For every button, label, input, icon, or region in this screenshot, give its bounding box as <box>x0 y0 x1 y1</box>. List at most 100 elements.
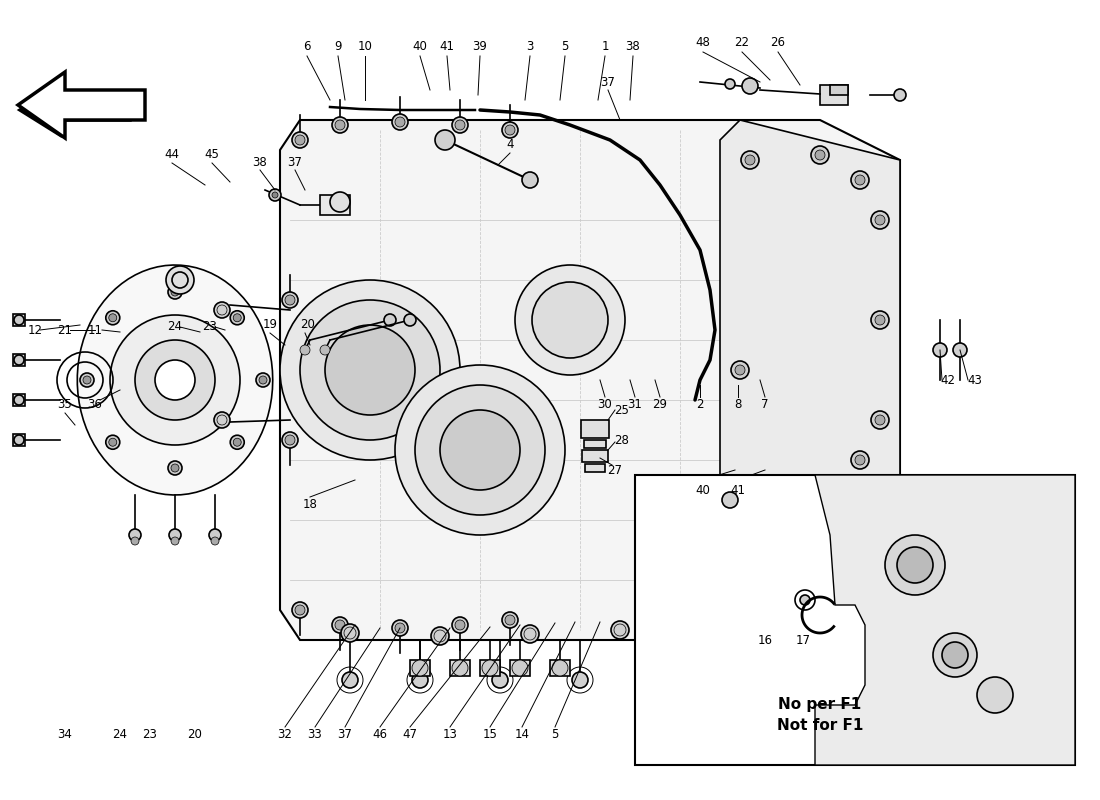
Circle shape <box>572 672 588 688</box>
Text: 24: 24 <box>167 321 183 334</box>
Bar <box>820 85 848 105</box>
Text: 44: 44 <box>165 149 179 162</box>
Text: 9: 9 <box>334 41 342 54</box>
Circle shape <box>977 677 1013 713</box>
Bar <box>581 420 609 438</box>
Circle shape <box>815 150 825 160</box>
Circle shape <box>512 660 528 676</box>
Text: 17: 17 <box>795 634 811 646</box>
Text: 6: 6 <box>304 41 310 54</box>
Circle shape <box>211 537 219 545</box>
Circle shape <box>324 325 415 415</box>
Text: 13: 13 <box>442 729 458 742</box>
Text: 32: 32 <box>277 729 293 742</box>
Text: 5: 5 <box>551 729 559 742</box>
Text: No per F1: No per F1 <box>779 698 861 713</box>
Circle shape <box>502 122 518 138</box>
Text: 5: 5 <box>561 41 569 54</box>
Text: 26: 26 <box>770 37 785 50</box>
Circle shape <box>106 310 120 325</box>
Circle shape <box>855 455 865 465</box>
Text: 2: 2 <box>696 398 704 411</box>
Circle shape <box>170 288 179 296</box>
Circle shape <box>741 491 759 509</box>
Bar <box>635 475 1075 765</box>
Polygon shape <box>20 85 130 135</box>
Text: 25: 25 <box>615 403 629 417</box>
Text: 30: 30 <box>597 398 613 411</box>
Text: 3: 3 <box>526 41 534 54</box>
Polygon shape <box>77 265 273 495</box>
Circle shape <box>552 660 568 676</box>
Circle shape <box>431 627 449 645</box>
Text: 12: 12 <box>28 323 43 337</box>
Text: 39: 39 <box>473 41 487 54</box>
Text: 43: 43 <box>968 374 982 386</box>
Circle shape <box>505 125 515 135</box>
Text: 40: 40 <box>412 41 428 54</box>
Circle shape <box>135 340 214 420</box>
Bar <box>582 450 608 462</box>
Text: 40: 40 <box>695 483 711 497</box>
Circle shape <box>300 300 440 440</box>
Circle shape <box>800 595 810 605</box>
Circle shape <box>272 192 278 198</box>
Text: 34: 34 <box>57 729 73 742</box>
Text: 16: 16 <box>758 634 772 646</box>
Circle shape <box>874 215 886 225</box>
Circle shape <box>332 617 348 633</box>
Circle shape <box>404 314 416 326</box>
Circle shape <box>412 672 428 688</box>
Text: 38: 38 <box>626 41 640 54</box>
Text: 22: 22 <box>735 37 749 50</box>
Text: 41: 41 <box>730 483 746 497</box>
Bar <box>320 195 350 215</box>
Circle shape <box>80 373 94 387</box>
Circle shape <box>230 310 244 325</box>
Circle shape <box>258 376 267 384</box>
Circle shape <box>871 411 889 429</box>
Circle shape <box>811 481 829 499</box>
Text: 37: 37 <box>287 155 303 169</box>
Circle shape <box>109 314 117 322</box>
Circle shape <box>336 620 345 630</box>
Text: 1: 1 <box>602 41 608 54</box>
Bar <box>830 85 848 95</box>
Circle shape <box>610 621 629 639</box>
Circle shape <box>434 130 455 150</box>
Circle shape <box>209 529 221 541</box>
Circle shape <box>282 292 298 308</box>
Circle shape <box>795 590 815 610</box>
Circle shape <box>270 189 280 201</box>
Text: 21: 21 <box>57 323 73 337</box>
Circle shape <box>395 117 405 127</box>
Circle shape <box>170 464 179 472</box>
Text: 11: 11 <box>88 323 102 337</box>
Circle shape <box>106 435 120 450</box>
Text: 7: 7 <box>761 398 769 411</box>
Circle shape <box>295 135 305 145</box>
Circle shape <box>811 146 829 164</box>
Polygon shape <box>18 72 145 138</box>
Circle shape <box>14 355 24 365</box>
Circle shape <box>330 192 350 212</box>
Text: 28: 28 <box>615 434 629 446</box>
Circle shape <box>742 78 758 94</box>
Circle shape <box>452 617 468 633</box>
Circle shape <box>168 285 182 299</box>
Circle shape <box>82 376 91 384</box>
Circle shape <box>109 438 117 446</box>
Text: 38: 38 <box>253 155 267 169</box>
Circle shape <box>532 282 608 358</box>
Circle shape <box>455 120 465 130</box>
Circle shape <box>522 172 538 188</box>
Circle shape <box>168 461 182 475</box>
Circle shape <box>874 315 886 325</box>
Text: 33: 33 <box>308 729 322 742</box>
Circle shape <box>896 547 933 583</box>
Circle shape <box>214 412 230 428</box>
Bar <box>550 660 570 676</box>
Bar <box>13 314 25 326</box>
Text: 31: 31 <box>628 398 642 411</box>
Text: 20: 20 <box>188 729 202 742</box>
